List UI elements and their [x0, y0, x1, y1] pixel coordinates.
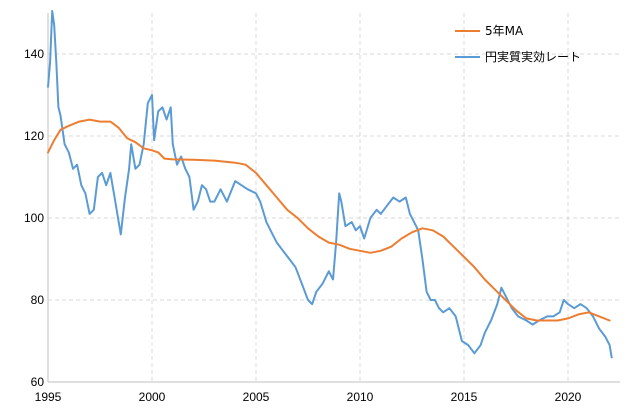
series-line-5yr-ma — [47, 118, 611, 322]
series-lines — [47, 10, 613, 359]
x-tick-label: 2010 — [347, 390, 374, 404]
x-tick-label: 2020 — [555, 390, 582, 404]
y-tick-label: 80 — [31, 293, 45, 307]
gridlines — [48, 13, 620, 382]
x-tick-label: 2015 — [451, 390, 478, 404]
x-tick-label: 2000 — [139, 390, 166, 404]
legend-label: 円実質実効レート — [485, 49, 581, 64]
y-tick-label: 60 — [31, 375, 45, 389]
legend-label: 5年MA — [485, 24, 524, 38]
x-tick-label: 2005 — [243, 390, 270, 404]
series-line-real-effective-rate — [47, 10, 613, 359]
axes: 60 80 100 120 140 1995 2000 2005 2010 2015 2020 — [24, 13, 620, 404]
legend: 5年MA 円実質実効レート — [455, 24, 581, 64]
x-tick-label: 1995 — [35, 390, 62, 404]
y-tick-label: 120 — [24, 129, 44, 143]
y-tick-label: 100 — [24, 211, 44, 225]
y-tick-label: 140 — [24, 47, 44, 61]
